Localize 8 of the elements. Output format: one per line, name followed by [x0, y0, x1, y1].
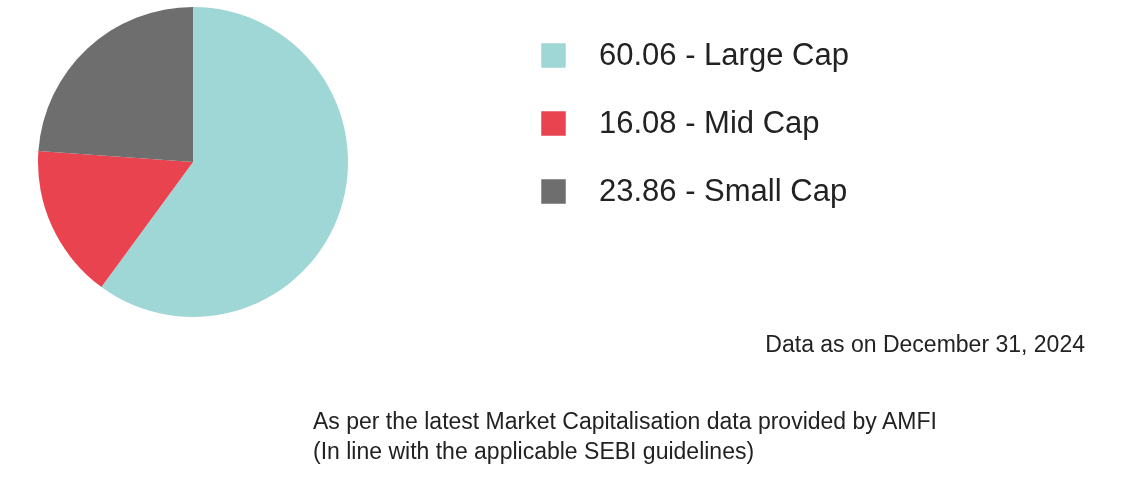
text: As per the latest Market Capitalisation data provided by AMFI (In line with the applicable SEBI guidelines) — [313, 408, 937, 464]
pie-slice — [38, 7, 193, 162]
legend-label: 60.06 - Large Cap — [599, 36, 849, 72]
pie-slice — [101, 7, 348, 317]
text: Data as on December 31, 2024 — [765, 331, 1086, 357]
pie-slice — [38, 150, 193, 288]
legend-label: 16.08 - Mid Cap — [599, 104, 820, 140]
legend-label: 23.86 - Small Cap — [599, 172, 848, 208]
